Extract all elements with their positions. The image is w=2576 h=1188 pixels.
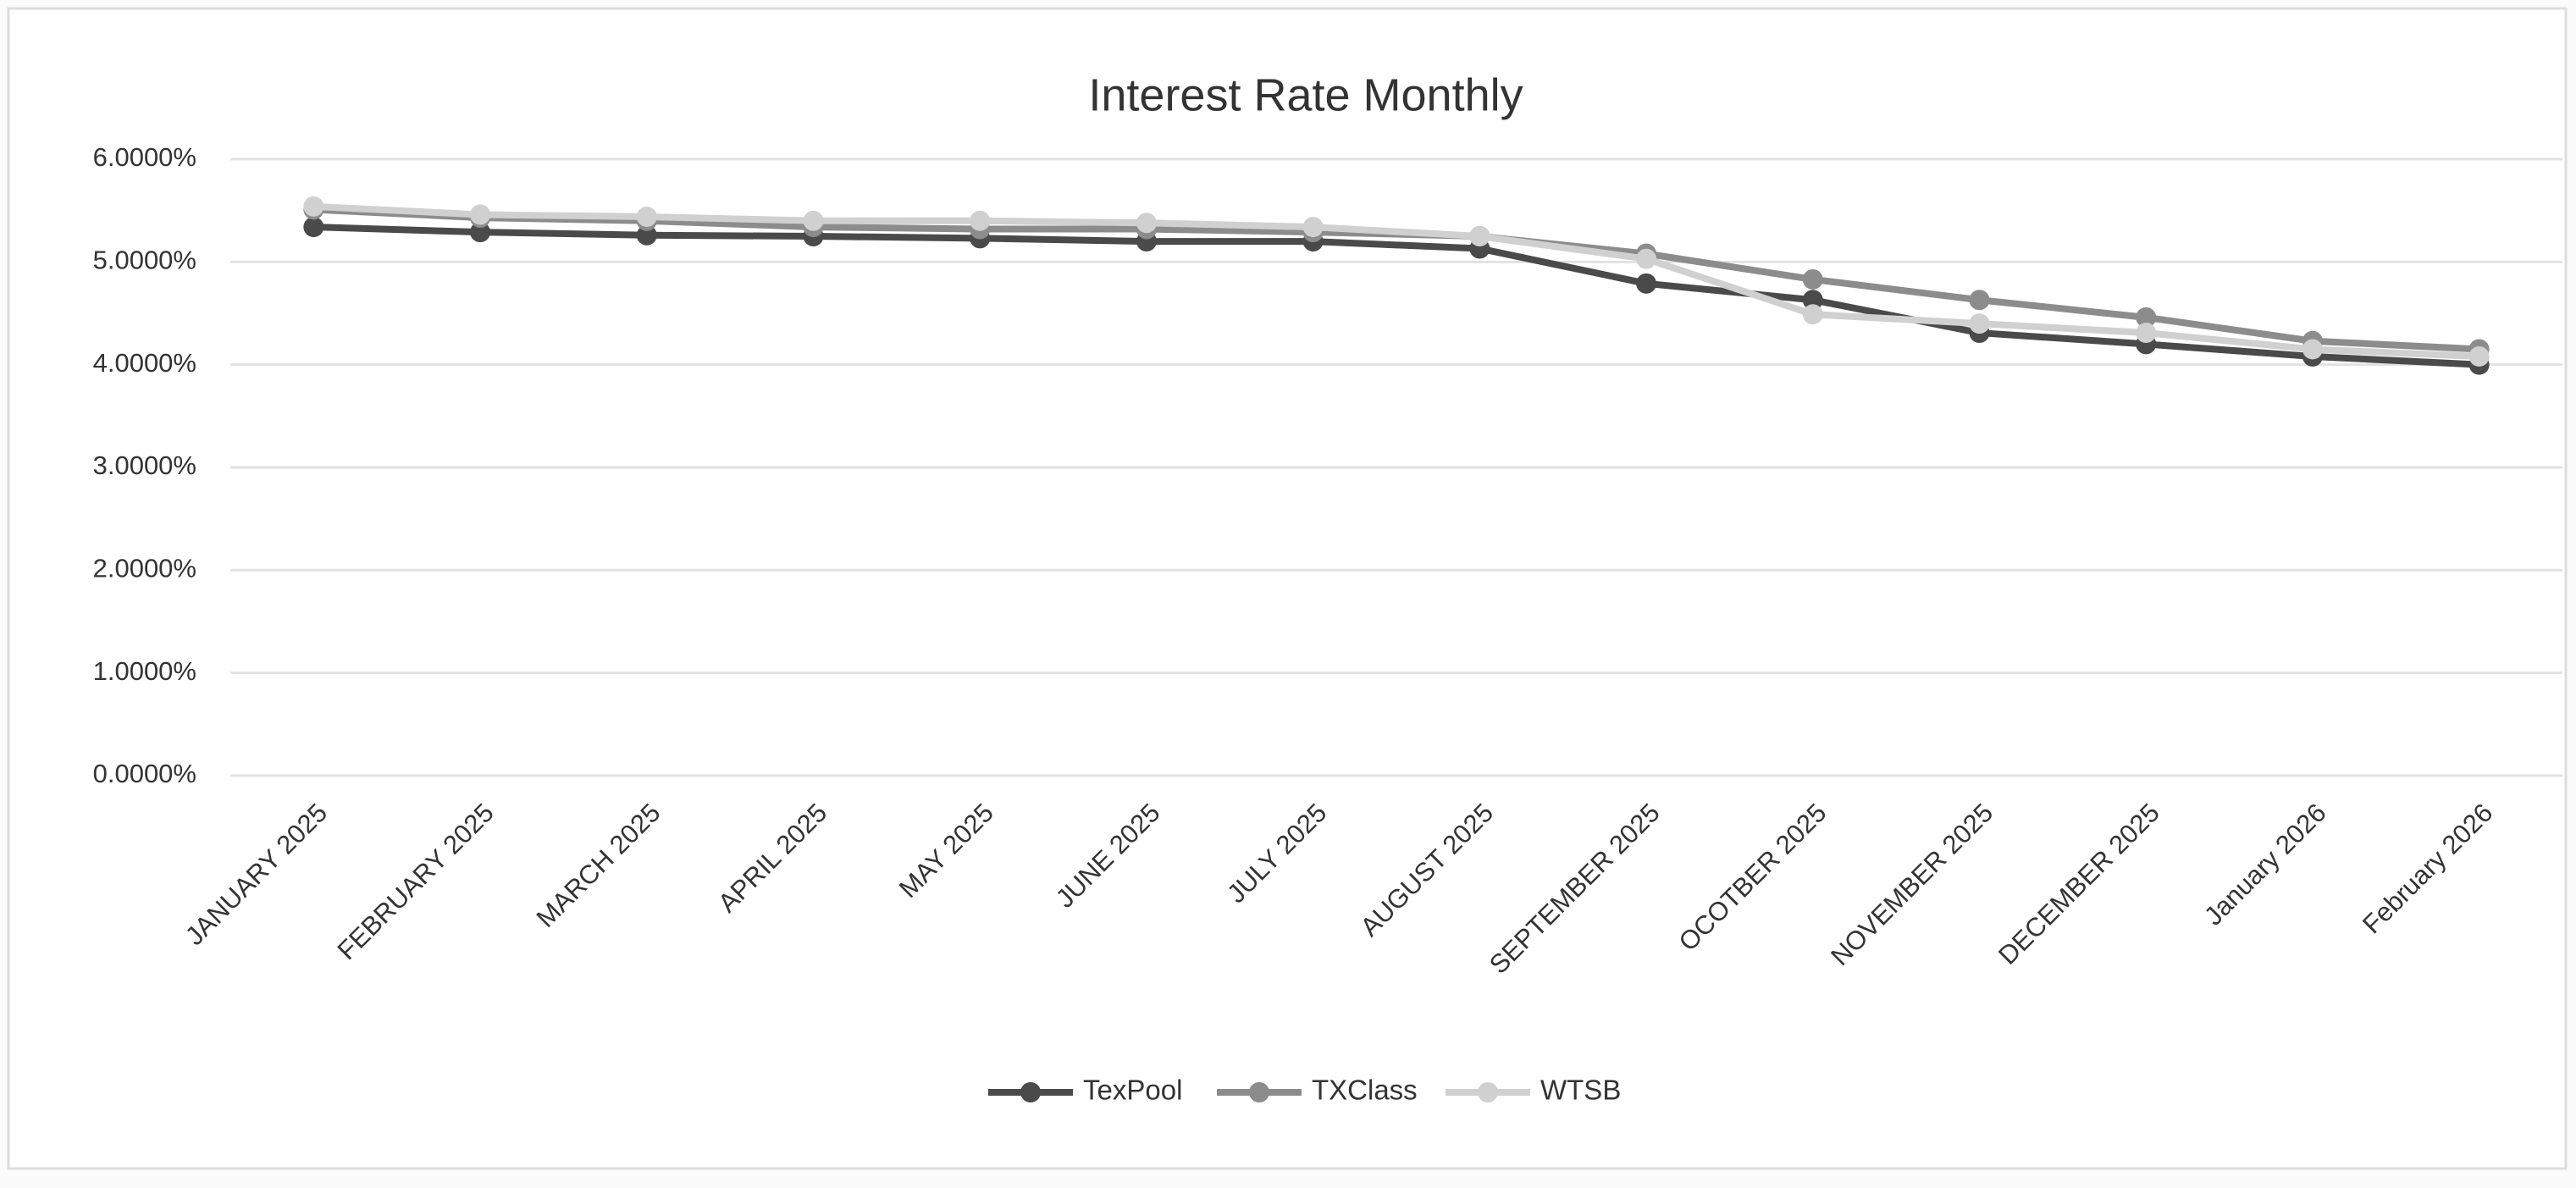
point-marker <box>1969 290 1990 311</box>
y-tick-label: 0.0000% <box>93 759 196 788</box>
point-marker <box>1802 304 1823 325</box>
y-tick-label: 2.0000% <box>93 554 196 583</box>
point-marker <box>1802 268 1823 290</box>
point-marker <box>470 222 491 243</box>
legend-marker <box>1020 1082 1041 1102</box>
legend-marker <box>1478 1082 1498 1102</box>
legend-label: TexPool <box>1083 1075 1182 1106</box>
series-line <box>313 224 2479 368</box>
point-marker <box>1636 248 1657 269</box>
point-marker <box>1469 226 1490 246</box>
legend-marker <box>1249 1082 1269 1102</box>
point-marker <box>2136 323 2157 344</box>
point-marker <box>970 210 991 231</box>
point-marker <box>303 196 324 217</box>
point-marker <box>470 204 491 225</box>
point-marker <box>636 206 657 227</box>
point-marker <box>1636 273 1657 294</box>
y-tick-label: 6.0000% <box>93 142 196 172</box>
point-marker <box>1969 313 1990 334</box>
y-tick-label: 4.0000% <box>93 348 196 378</box>
point-marker <box>803 210 824 231</box>
point-marker <box>2468 345 2490 367</box>
point-marker <box>636 224 657 246</box>
chart-frame <box>7 7 2568 1170</box>
y-tick-label: 1.0000% <box>93 656 196 686</box>
point-marker <box>2302 339 2323 360</box>
point-marker <box>1302 217 1324 238</box>
legend-label: TXClass <box>1312 1075 1418 1106</box>
point-marker <box>2136 307 2157 328</box>
point-marker <box>1802 290 1823 311</box>
point-marker <box>1136 213 1157 234</box>
y-tick-label: 5.0000% <box>93 246 196 275</box>
series-line <box>313 202 2479 360</box>
legend-label: WTSB <box>1540 1075 1621 1106</box>
point-marker <box>303 217 324 238</box>
y-tick-label: 3.0000% <box>93 450 196 480</box>
chart-title: Interest Rate Monthly <box>1088 69 1523 120</box>
